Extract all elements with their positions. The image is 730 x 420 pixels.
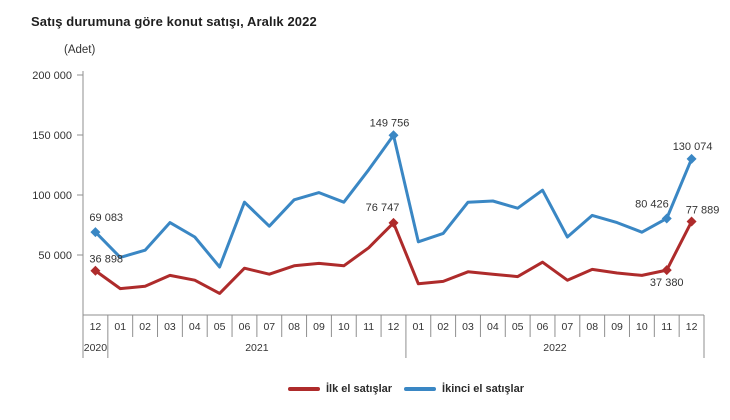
x-month-label: 07 — [263, 321, 275, 333]
legend-item-first-hand-sales: İlk el satışlar — [288, 383, 392, 395]
data-point-marker — [90, 265, 101, 276]
x-month-label: 02 — [139, 321, 151, 333]
data-point-label: 76 747 — [366, 202, 400, 214]
legend-label-first-hand-sales: İlk el satışlar — [326, 383, 393, 395]
y-tick-label: 150 000 — [32, 130, 72, 142]
x-month-label: 11 — [661, 321, 672, 333]
x-month-label: 03 — [164, 321, 176, 333]
data-point-marker — [90, 227, 101, 238]
data-point-label: 149 756 — [370, 117, 410, 129]
legend-label-second-hand-sales: İkinci el satışlar — [442, 383, 524, 395]
data-point-marker — [661, 213, 672, 224]
data-point-label: 69 083 — [89, 212, 123, 224]
x-month-label: 04 — [487, 321, 499, 333]
x-month-label: 06 — [239, 321, 251, 333]
x-month-label: 01 — [114, 321, 126, 333]
x-month-label: 12 — [686, 321, 698, 333]
x-month-label: 09 — [313, 321, 325, 333]
x-month-label: 02 — [437, 321, 449, 333]
x-month-label: 08 — [586, 321, 598, 333]
x-month-label: 03 — [462, 321, 474, 333]
x-year-label: 2022 — [543, 342, 567, 354]
second-hand-line-swatch — [404, 387, 437, 391]
x-year-label: 2021 — [245, 342, 269, 354]
x-year-label: 2020 — [84, 342, 108, 354]
data-point-label: 77 889 — [686, 205, 720, 217]
chart-title: Satış durumuna göre konut satışı, Aralık… — [31, 14, 317, 29]
chart-legend: İlk el satışlar İkinci el satışlar — [288, 383, 524, 395]
x-month-label: 07 — [562, 321, 574, 333]
x-month-label: 04 — [189, 321, 201, 333]
x-month-label: 10 — [636, 321, 648, 333]
y-tick-label: 100 000 — [32, 190, 72, 202]
data-point-label: 80 426 — [635, 198, 669, 210]
data-point-label: 36 898 — [89, 254, 123, 266]
data-point-marker — [388, 217, 399, 228]
data-point-marker — [686, 216, 697, 227]
data-point-label: 37 380 — [650, 277, 684, 289]
data-point-marker — [686, 153, 697, 164]
x-month-label: 12 — [388, 321, 400, 333]
x-month-label: 06 — [537, 321, 549, 333]
y-tick-label: 50 000 — [38, 250, 72, 262]
data-point-marker — [388, 130, 399, 141]
legend-item-second-hand-sales: İkinci el satışlar — [404, 383, 524, 395]
x-month-label: 12 — [90, 321, 102, 333]
y-tick-label: 200 000 — [32, 70, 72, 82]
x-month-label: 11 — [363, 321, 374, 333]
unit-label: (Adet) — [64, 44, 96, 56]
first-hand-line-swatch — [288, 387, 320, 391]
x-month-label: 05 — [214, 321, 226, 333]
x-month-label: 08 — [288, 321, 300, 333]
x-month-label: 10 — [338, 321, 350, 333]
x-month-label: 09 — [611, 321, 623, 333]
x-month-label: 05 — [512, 321, 524, 333]
x-month-label: 01 — [412, 321, 424, 333]
data-point-label: 130 074 — [673, 141, 713, 153]
data-point-marker — [661, 265, 672, 276]
